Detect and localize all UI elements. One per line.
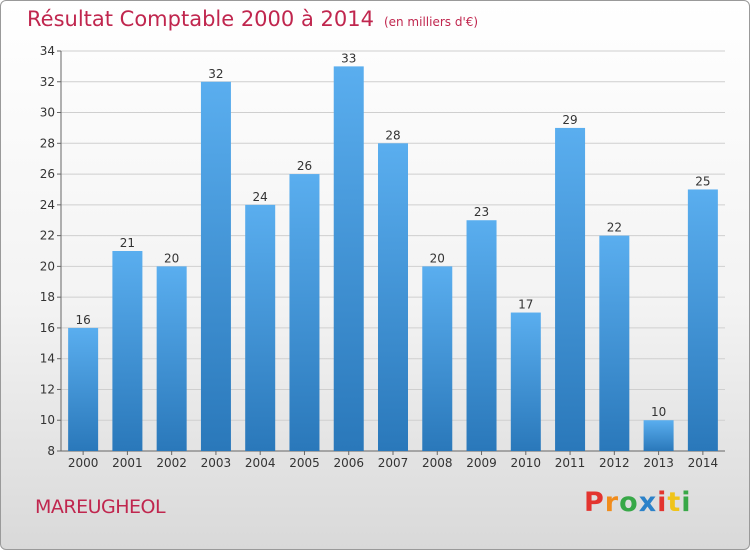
proxiti-logo: Proxiti xyxy=(584,487,692,518)
bar xyxy=(687,189,718,451)
bar xyxy=(156,266,187,451)
bar xyxy=(68,327,99,451)
x-tick-label: 2012 xyxy=(599,456,630,470)
data-label: 28 xyxy=(385,128,400,142)
x-tick-label: 2007 xyxy=(378,456,409,470)
data-label: 22 xyxy=(607,221,622,235)
data-label: 26 xyxy=(297,159,312,173)
x-tick-label: 2000 xyxy=(68,456,99,470)
bar xyxy=(643,420,674,451)
bar xyxy=(333,66,364,451)
y-tick-label: 18 xyxy=(40,290,55,304)
data-label: 16 xyxy=(75,313,90,327)
data-label: 25 xyxy=(695,174,710,188)
x-tick-label: 2003 xyxy=(201,456,232,470)
bar xyxy=(245,204,276,451)
bar xyxy=(378,143,408,452)
data-label: 21 xyxy=(120,236,135,250)
x-tick-label: 2006 xyxy=(333,456,364,470)
town-name: MAREUGHEOL xyxy=(35,496,166,518)
data-label: 20 xyxy=(430,251,445,265)
x-tick-label: 2014 xyxy=(688,456,719,470)
x-tick-label: 2001 xyxy=(112,456,143,470)
x-tick-label: 2009 xyxy=(466,456,497,470)
data-label: 20 xyxy=(164,251,179,265)
chart-title: Résultat Comptable 2000 à 2014 (en millie… xyxy=(27,7,478,31)
y-tick-label: 10 xyxy=(40,413,55,427)
x-tick-label: 2011 xyxy=(555,456,586,470)
chart-subtitle: (en milliers d'€) xyxy=(383,15,479,29)
x-tick-label: 2004 xyxy=(245,456,276,470)
bar xyxy=(112,251,143,451)
data-label: 33 xyxy=(341,51,356,65)
data-label: 24 xyxy=(253,190,268,204)
x-tick-label: 2005 xyxy=(289,456,320,470)
y-tick-label: 24 xyxy=(40,198,55,212)
y-tick-label: 16 xyxy=(40,321,55,335)
x-tick-label: 2013 xyxy=(643,456,674,470)
y-tick-label: 28 xyxy=(40,136,55,150)
bar xyxy=(555,127,586,451)
data-label: 29 xyxy=(562,113,577,127)
y-tick-label: 14 xyxy=(40,352,55,366)
bar xyxy=(599,235,630,451)
bar xyxy=(200,81,231,452)
y-tick-label: 20 xyxy=(40,259,55,273)
data-label: 10 xyxy=(651,405,666,419)
x-tick-label: 2008 xyxy=(422,456,453,470)
y-tick-label: 8 xyxy=(47,444,55,458)
data-label: 32 xyxy=(208,67,223,81)
bar xyxy=(510,312,541,451)
bar xyxy=(466,220,497,451)
y-tick-label: 32 xyxy=(40,75,55,89)
x-tick-label: 2002 xyxy=(156,456,187,470)
y-tick-label: 26 xyxy=(40,167,55,181)
bar xyxy=(422,266,453,451)
data-label: 17 xyxy=(518,298,533,312)
chart-title-text: Résultat Comptable 2000 à 2014 xyxy=(27,7,374,31)
y-tick-label: 12 xyxy=(40,382,55,396)
bar xyxy=(289,174,320,452)
data-label: 23 xyxy=(474,205,489,219)
y-tick-label: 22 xyxy=(40,229,55,243)
y-tick-label: 30 xyxy=(40,106,55,120)
y-tick-label: 34 xyxy=(40,44,55,58)
x-tick-label: 2010 xyxy=(511,456,542,470)
